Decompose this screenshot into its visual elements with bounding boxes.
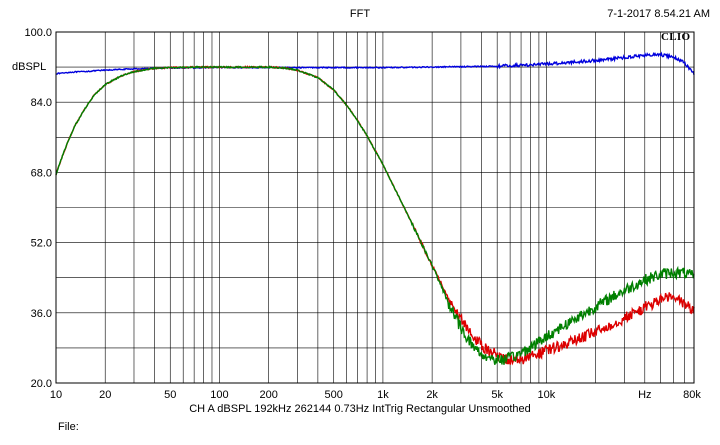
x-tick-label: 1k bbox=[377, 389, 389, 401]
x-axis-ticks: 10 20 50 100 200 500 1k 2k 5k 10k Hz 80k bbox=[50, 389, 701, 401]
x-tick-label: 50 bbox=[164, 389, 176, 401]
x-tick-label: Hz bbox=[638, 389, 651, 401]
y-tick-label: 100.0 bbox=[24, 27, 52, 39]
series-line-3 bbox=[55, 65, 695, 365]
series-line-2 bbox=[55, 65, 695, 366]
x-tick-label: 2k bbox=[426, 389, 438, 401]
y-tick-label: 68.0 bbox=[31, 167, 52, 179]
chart-title: FFT bbox=[349, 8, 371, 20]
x-tick-label: 500 bbox=[325, 389, 343, 401]
x-tick-label: 20 bbox=[99, 389, 111, 401]
y-tick-label: 84.0 bbox=[31, 97, 52, 109]
x-tick-label: 10 bbox=[50, 389, 62, 401]
chart-series bbox=[55, 51, 695, 366]
y-tick-label: 52.0 bbox=[31, 238, 52, 250]
series-line-1 bbox=[56, 51, 695, 75]
timestamp: 7-1-2017 8.54.21 AM bbox=[607, 8, 710, 20]
clio-logo: CLIO bbox=[661, 31, 691, 43]
x-tick-label: 5k bbox=[491, 389, 503, 401]
y-axis-ticks: 100.0 84.0 68.0 52.0 36.0 20.0 bbox=[24, 27, 52, 390]
x-tick-label: 10k bbox=[538, 389, 556, 401]
y-tick-label: 36.0 bbox=[31, 308, 52, 320]
x-tick-label: 80k bbox=[683, 389, 701, 401]
plot-frame bbox=[55, 31, 695, 384]
x-tick-label: 200 bbox=[259, 389, 277, 401]
chart-grid bbox=[55, 31, 695, 384]
file-label: File: bbox=[58, 421, 79, 433]
y-axis-label: dBSPL bbox=[12, 61, 47, 73]
x-tick-label: 100 bbox=[210, 389, 228, 401]
measurement-info: CH A dBSPL 192kHz 262144 0.73Hz IntTrig … bbox=[189, 403, 531, 415]
y-tick-label: 20.0 bbox=[31, 378, 52, 390]
